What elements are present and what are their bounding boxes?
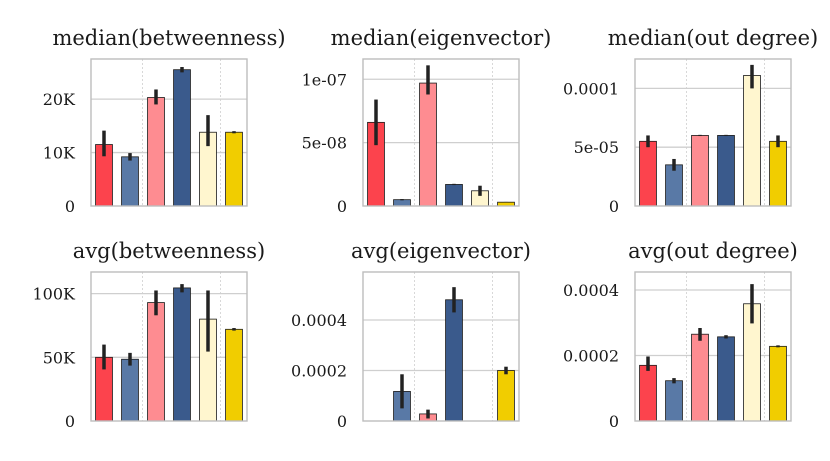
bar-6 — [497, 370, 515, 422]
bar-4 — [173, 287, 191, 422]
bar-6 — [225, 131, 243, 207]
panel-frame — [362, 58, 520, 207]
bar-6 — [769, 140, 787, 207]
bar-4 — [173, 69, 191, 207]
panel-3: median(out degree) 0 5e-05 0.0001 — [563, 26, 818, 216]
bar-2 — [393, 199, 411, 207]
panel-frame — [634, 271, 792, 422]
panel-frame — [362, 271, 520, 422]
y-tick-label: 1e-07 — [302, 70, 347, 89]
y-tick-label: 5e-05 — [574, 138, 619, 157]
panel-4: avg(betweenness) 0 50K 100K — [33, 239, 266, 431]
y-tick-label: 5e-08 — [302, 134, 347, 153]
bar-2 — [665, 380, 683, 422]
panel-title: median(eigenvector) — [331, 26, 552, 50]
y-tick-label: 20K — [43, 90, 76, 109]
bar-4 — [717, 135, 735, 207]
bar-2 — [121, 156, 139, 207]
bar-4 — [445, 299, 463, 422]
panel-title: median(betweenness) — [52, 26, 285, 50]
panel-frame — [90, 271, 248, 422]
bar-3 — [691, 135, 709, 207]
bar-1 — [639, 364, 657, 422]
panel-title: avg(betweenness) — [73, 239, 265, 263]
y-tick-label: 0.0001 — [563, 79, 619, 98]
y-tick-label: 0 — [65, 197, 75, 216]
bar-3 — [691, 333, 709, 422]
bar-4 — [445, 184, 463, 207]
bar-3 — [147, 97, 165, 207]
y-tick-label: 0.0002 — [291, 361, 347, 380]
bar-1 — [639, 140, 657, 207]
bar-2 — [665, 164, 683, 207]
panel-2: median(eigenvector) 0 5e-08 1e-07 — [302, 26, 552, 216]
y-tick-label: 100K — [33, 285, 77, 304]
y-tick-label: 10K — [43, 144, 76, 163]
y-tick-label: 0 — [337, 197, 347, 216]
y-tick-label: 0.0002 — [563, 347, 619, 366]
y-tick-label: 0 — [65, 412, 75, 431]
bar-3 — [419, 82, 437, 207]
bar-3 — [147, 302, 165, 422]
y-tick-label: 0.0004 — [563, 281, 619, 300]
panel-1: median(betweenness) 0 10K 20K — [43, 26, 286, 216]
bar-6 — [225, 328, 243, 422]
y-tick-label: 0.0004 — [291, 311, 347, 330]
panel-title: avg(out degree) — [628, 239, 798, 263]
panel-frame — [634, 58, 792, 207]
bar-5 — [743, 75, 761, 207]
bar-6 — [769, 345, 787, 422]
panel-title: avg(eigenvector) — [351, 239, 531, 263]
y-tick-label: 0 — [609, 412, 619, 431]
panel-title: median(out degree) — [608, 26, 818, 50]
panel-frame — [90, 58, 248, 207]
y-tick-label: 50K — [43, 348, 76, 367]
y-tick-label: 0 — [337, 412, 347, 431]
panel-5: avg(eigenvector) 0 0.0002 0.0004 — [291, 239, 531, 431]
bar-2 — [121, 358, 139, 422]
bar-4 — [717, 336, 735, 422]
y-tick-label: 0 — [609, 197, 619, 216]
panel-6: avg(out degree) 0 0.0002 0.0004 — [563, 239, 798, 431]
